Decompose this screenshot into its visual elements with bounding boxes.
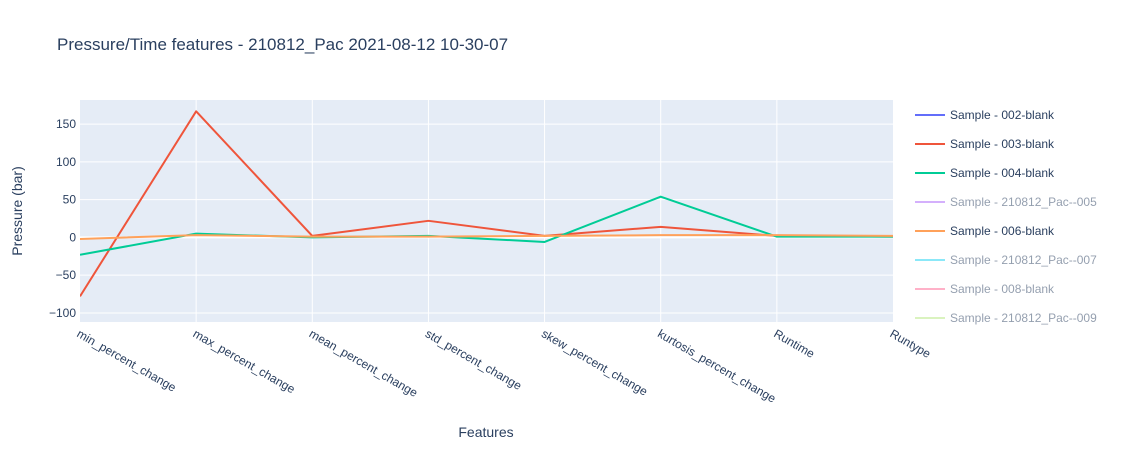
legend-item[interactable]: Sample - 210812_Pac--007	[915, 253, 1097, 267]
series-line-3[interactable]	[80, 195, 893, 256]
legend-item[interactable]: Sample - 210812_Pac--005	[915, 195, 1097, 209]
y-tick-label: −100	[49, 306, 76, 320]
x-tick-label: std_percent_change	[423, 326, 524, 393]
legend-item[interactable]: Sample - 004-blank	[915, 166, 1055, 180]
x-axis-title: Features	[458, 424, 513, 440]
legend-label: Sample - 210812_Pac--009	[950, 311, 1097, 325]
legend-item[interactable]: Sample - 210812_Pac--009	[915, 311, 1097, 325]
y-tick-label: 50	[63, 193, 77, 207]
x-tick-label: mean_percent_change	[307, 326, 421, 400]
y-axis-title: Pressure (bar)	[9, 166, 25, 255]
legend-label: Sample - 008-blank	[950, 282, 1055, 296]
x-tick-label: kurtosis_percent_change	[655, 326, 778, 405]
chart-title: Pressure/Time features - 210812_Pac 2021…	[57, 35, 508, 54]
legend-label: Sample - 210812_Pac--005	[950, 195, 1097, 209]
legend-label: Sample - 002-blank	[950, 108, 1055, 122]
legend-label: Sample - 003-blank	[950, 137, 1055, 151]
legend-item[interactable]: Sample - 008-blank	[915, 282, 1055, 296]
x-tick-label: Runtype	[888, 326, 934, 361]
x-tick-label: max_percent_change	[191, 326, 298, 396]
plot-area	[80, 100, 893, 322]
y-tick-label: 0	[69, 230, 76, 244]
legend-label: Sample - 006-blank	[950, 224, 1055, 238]
legend-label: Sample - 210812_Pac--007	[950, 253, 1097, 267]
x-tick-label: Runtime	[771, 326, 817, 361]
y-tick-label: 150	[56, 117, 76, 131]
x-tick-label: min_percent_change	[75, 326, 179, 394]
legend-label: Sample - 004-blank	[950, 166, 1055, 180]
x-tick-label: skew_percent_change	[539, 326, 650, 398]
y-tick-label: 100	[56, 155, 76, 169]
y-tick-label: −50	[56, 268, 77, 282]
series-line-5[interactable]	[80, 234, 893, 240]
legend-item[interactable]: Sample - 006-blank	[915, 224, 1055, 238]
legend-item[interactable]: Sample - 002-blank	[915, 108, 1055, 122]
legend-item[interactable]: Sample - 003-blank	[915, 137, 1055, 151]
